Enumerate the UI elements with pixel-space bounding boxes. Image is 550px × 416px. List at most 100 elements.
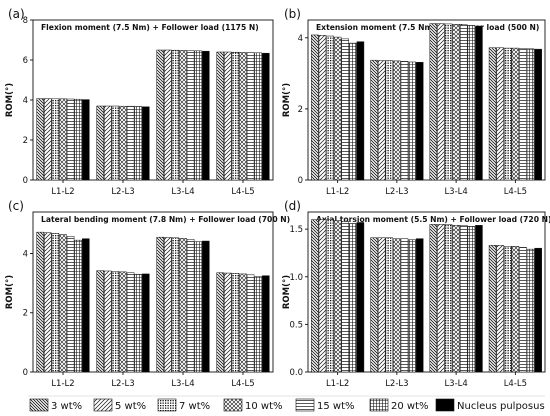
bar	[202, 50, 210, 181]
x-tick-label: L1-L2	[326, 187, 349, 197]
legend-label: 10 wt%	[245, 401, 283, 412]
x-tick-label: L3-L4	[444, 187, 467, 197]
y-tick-label: 2	[298, 105, 303, 115]
bar	[377, 237, 386, 373]
bar	[393, 238, 401, 373]
plot-frame	[307, 19, 546, 181]
bar	[333, 220, 342, 373]
bar	[519, 246, 527, 373]
bar	[194, 241, 202, 373]
x-tick-label: L4-L5	[504, 379, 527, 389]
x-tick-label: L1-L2	[51, 187, 74, 197]
y-tick-label: 0	[298, 176, 303, 186]
panel-letter: (d)	[284, 199, 301, 213]
bar	[66, 98, 75, 181]
bar	[488, 47, 497, 181]
bar	[134, 106, 142, 181]
bar	[104, 270, 112, 373]
bar	[171, 237, 180, 373]
panel-b-chart: (b) Extension moment (7.5 Nm) + Follower …	[282, 7, 546, 197]
chart-title: Extension moment (7.5 Nm) + Follower loa…	[316, 23, 539, 32]
x-tick-label: L2-L3	[111, 187, 134, 197]
bar	[164, 237, 172, 373]
bar	[370, 237, 378, 373]
x-tick-label: L4-L5	[231, 379, 254, 389]
chart-title: Axial torsion moment (5.5 Nm) + Follower…	[316, 215, 550, 224]
bar	[341, 221, 349, 373]
bar	[66, 236, 75, 373]
bar	[111, 271, 120, 373]
bar	[179, 50, 187, 181]
bar	[231, 51, 240, 181]
bar	[111, 105, 120, 181]
bar	[349, 42, 357, 181]
bar	[467, 25, 476, 181]
bar	[341, 38, 349, 181]
y-tick-label: 0.5	[289, 320, 303, 330]
bar	[239, 273, 247, 373]
bar	[519, 48, 527, 181]
bar	[59, 234, 67, 373]
x-tick-label: L3-L4	[171, 187, 194, 197]
bar	[429, 23, 438, 181]
y-axis-title: ROM(°)	[5, 83, 15, 117]
bar	[231, 273, 240, 373]
panel-letter: (c)	[8, 199, 24, 213]
y-tick-label: 2	[23, 136, 28, 146]
bar	[370, 59, 378, 181]
bar	[51, 233, 60, 373]
bar	[262, 52, 270, 181]
y-axis-title: ROM(°)	[282, 83, 292, 117]
bar	[459, 225, 468, 373]
legend: 3 wt% 5 wt% 7 wt% 10 wt% 15 wt% 20 wt% Nucleus…	[28, 395, 545, 412]
y-tick-label: 6	[23, 56, 28, 66]
bar	[385, 237, 394, 373]
legend-label: 5 wt%	[115, 401, 146, 412]
bar	[104, 105, 112, 181]
bar	[216, 272, 224, 373]
legend-swatch	[157, 398, 177, 412]
bar	[254, 276, 262, 373]
bar	[44, 98, 52, 181]
bar	[134, 273, 142, 373]
bar	[534, 48, 542, 181]
x-tick-label: L4-L5	[504, 187, 527, 197]
legend-swatch	[369, 398, 389, 412]
bar	[408, 61, 416, 181]
bar	[254, 52, 262, 181]
bar	[377, 60, 386, 181]
chart-title: Lateral bending moment (7.8 Nm) + Follow…	[41, 215, 290, 224]
bar	[511, 47, 520, 181]
bar	[96, 270, 104, 373]
bar	[156, 49, 164, 181]
bar	[356, 222, 365, 373]
bar	[504, 246, 512, 373]
y-tick-label: 2	[23, 309, 28, 319]
bar	[171, 49, 180, 181]
bar	[186, 50, 195, 181]
bar	[96, 105, 104, 181]
bar	[408, 239, 416, 373]
legend-label: 7 wt%	[179, 401, 210, 412]
bar	[59, 98, 67, 181]
legend-label: 3 wt%	[51, 401, 82, 412]
bar	[318, 219, 327, 373]
bar	[326, 35, 334, 181]
plot-frame	[32, 211, 274, 373]
bar	[437, 23, 445, 181]
y-tick-label: 0.0	[289, 368, 303, 378]
bar	[216, 51, 224, 181]
bar	[51, 98, 60, 181]
bar	[202, 240, 210, 373]
plot-frame	[307, 211, 546, 373]
y-tick-label: 8	[23, 16, 28, 26]
legend-swatch	[223, 398, 243, 412]
bar	[311, 34, 319, 181]
bar	[333, 36, 342, 181]
bar	[74, 98, 82, 181]
bar	[126, 105, 135, 181]
bar	[318, 35, 327, 181]
bar	[36, 231, 44, 373]
bar	[393, 60, 401, 181]
